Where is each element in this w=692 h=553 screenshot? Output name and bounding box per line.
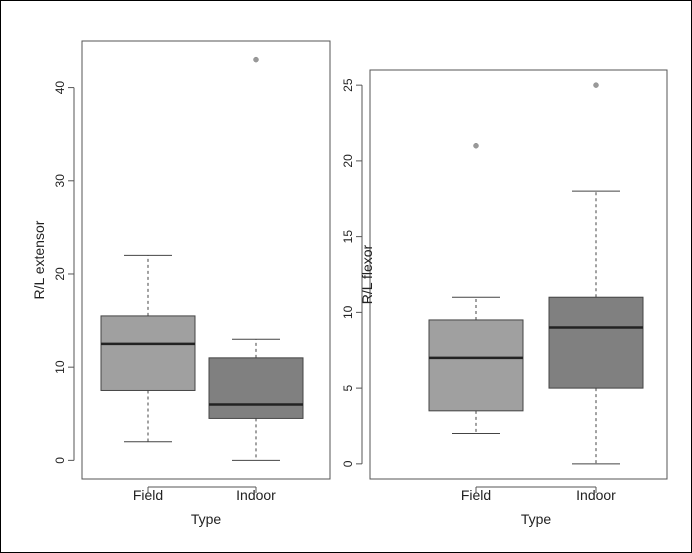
x-axis-label: Type: [191, 511, 222, 527]
y-axis-label: R/L extensor: [31, 220, 47, 299]
y-tick-label: 0: [53, 457, 67, 464]
y-tick-label: 30: [53, 174, 67, 188]
iqr-box: [428, 319, 524, 412]
iqr-box: [208, 357, 304, 419]
x-axis-label: Type: [521, 511, 552, 527]
box-indoor: [208, 56, 304, 461]
y-tick-label: 40: [53, 81, 67, 95]
y-tick-label: 5: [341, 384, 355, 391]
iqr-box: [548, 296, 644, 389]
plot-area: [81, 40, 331, 480]
plot-area: [369, 69, 668, 480]
outlier-point: [593, 82, 599, 88]
y-axis-label: R/L flexor: [359, 244, 375, 304]
x-tick-label: Indoor: [236, 487, 276, 503]
outlier-point: [473, 142, 479, 149]
y-tick-label: 10: [53, 360, 67, 374]
box-indoor: [548, 82, 644, 465]
y-tick-label: 20: [53, 267, 67, 281]
outlier-point: [253, 56, 259, 63]
y-tick-label: 20: [341, 154, 355, 168]
iqr-box: [100, 315, 196, 391]
box-field: [428, 142, 524, 435]
y-tick-label: 0: [341, 460, 355, 467]
chart-panel-1: 0 10 20 30 40 R/L extensor Field Indoor Type: [31, 40, 331, 527]
y-tick-label: 10: [341, 305, 355, 319]
box-field: [100, 254, 196, 443]
x-tick-label: Field: [461, 487, 491, 503]
y-tick-label: 15: [341, 230, 355, 244]
x-tick-label: Field: [133, 487, 163, 503]
x-tick-label: Indoor: [576, 487, 616, 503]
y-tick-label: 25: [341, 78, 355, 92]
chart-panel-2: 0 5 10 15 20 25 R/L flexor Field Indoor Type: [341, 69, 668, 527]
